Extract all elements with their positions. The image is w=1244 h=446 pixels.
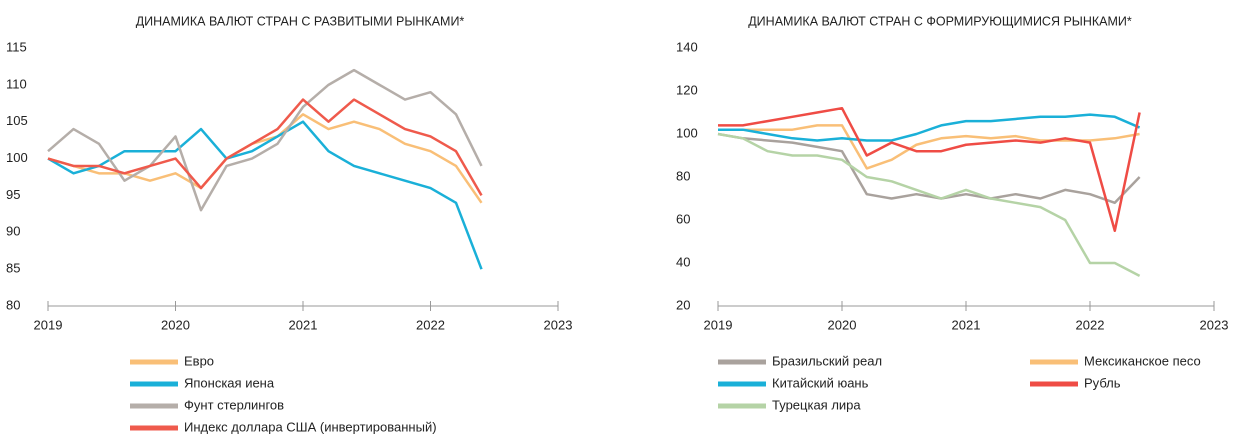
series-line bbox=[718, 124, 1140, 170]
y-tick-label: 40 bbox=[676, 254, 690, 269]
y-tick-label: 60 bbox=[676, 211, 690, 226]
series-line bbox=[47, 120, 483, 270]
x-tick-label: 2021 bbox=[952, 317, 981, 332]
chart-title: ДИНАМИКА ВАЛЮТ СТРАН С ФОРМИРУЮЩИМИСЯ РЫ… bbox=[748, 14, 1132, 28]
legend-label: Бразильский реал bbox=[772, 353, 882, 368]
series-line bbox=[717, 132, 1141, 205]
y-tick-label: 80 bbox=[676, 168, 690, 183]
y-tick-label: 120 bbox=[676, 82, 698, 97]
y-tick-label: 115 bbox=[6, 39, 27, 54]
series-line bbox=[47, 68, 483, 212]
series-line bbox=[718, 106, 1141, 232]
legend-label: Мексиканское песо bbox=[1084, 353, 1201, 368]
legend-label: Евро bbox=[184, 353, 214, 368]
x-tick-label: 2023 bbox=[544, 317, 573, 332]
x-tick-label: 2019 bbox=[34, 317, 63, 332]
y-tick-label: 110 bbox=[6, 76, 27, 91]
y-tick-label: 20 bbox=[676, 297, 690, 312]
x-tick-label: 2021 bbox=[289, 317, 318, 332]
series-line bbox=[718, 113, 1141, 142]
y-tick-label: 100 bbox=[6, 150, 28, 165]
legend-label: Китайский юань bbox=[772, 375, 869, 390]
x-tick-label: 2020 bbox=[161, 317, 190, 332]
legend-label: Фунт стерлингов bbox=[184, 397, 284, 412]
chart-title: ДИНАМИКА ВАЛЮТ СТРАН С РАЗВИТЫМИ РЫНКАМИ… bbox=[136, 14, 465, 28]
x-tick-label: 2019 bbox=[704, 317, 733, 332]
y-tick-label: 140 bbox=[676, 39, 698, 54]
legend-label: Рубль bbox=[1084, 375, 1121, 390]
x-tick-label: 2022 bbox=[416, 317, 445, 332]
y-tick-label: 95 bbox=[6, 187, 20, 202]
x-tick-label: 2023 bbox=[1200, 317, 1229, 332]
y-tick-label: 100 bbox=[676, 125, 698, 140]
legend-label: Индекс доллара США (инвертированный) bbox=[184, 419, 437, 434]
y-tick-label: 105 bbox=[6, 113, 28, 128]
series-line bbox=[717, 132, 1141, 278]
y-tick-label: 85 bbox=[6, 261, 20, 276]
y-tick-label: 80 bbox=[6, 297, 20, 312]
y-tick-label: 90 bbox=[6, 224, 20, 239]
legend-label: Японская иена bbox=[184, 375, 275, 390]
x-tick-label: 2022 bbox=[1076, 317, 1105, 332]
legend-label: Турецкая лира bbox=[772, 397, 861, 412]
series-line bbox=[47, 98, 483, 197]
x-tick-label: 2020 bbox=[828, 317, 857, 332]
